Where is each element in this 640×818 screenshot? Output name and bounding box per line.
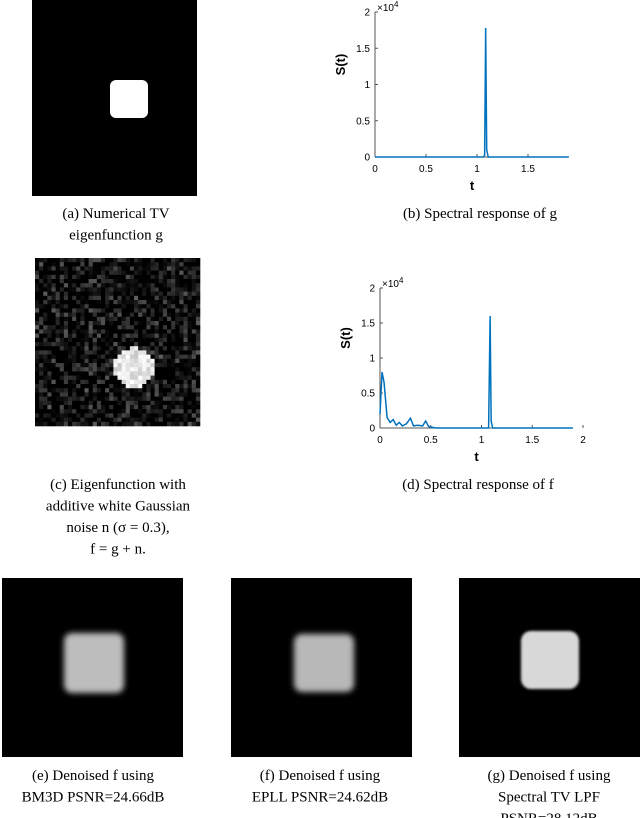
y-tick-label: 0.5 (361, 389, 375, 400)
y-scale-base: ×10 (382, 279, 399, 290)
image-f (231, 578, 412, 757)
y-tick-label: 2 (364, 8, 370, 19)
caption-line: BM3D PSNR=24.66dB (22, 790, 165, 806)
caption-line: additive white Gaussian (46, 499, 191, 515)
x-tick-label: 0.5 (419, 164, 433, 175)
y-scale-exponent: 4 (399, 276, 404, 285)
caption-line: (c) Eigenfunction with (50, 477, 186, 493)
x-tick-label: 0.5 (424, 435, 438, 446)
caption-line: (g) Denoised f using (488, 768, 611, 784)
y-scale-base: ×10 (377, 3, 394, 14)
x-tick-label: 1 (479, 435, 485, 446)
caption-line: (a) Numerical TV (62, 206, 169, 222)
y-axis-label: S(t) (333, 54, 348, 76)
image-a (32, 0, 197, 196)
caption-line: (b) Spectral response of g (403, 206, 558, 222)
x-tick-label: 1.5 (521, 164, 535, 175)
caption-line: (d) Spectral response of f (402, 477, 554, 493)
x-axis-label: t (474, 449, 479, 464)
caption-line: eigenfunction g (69, 228, 163, 244)
line-series (379, 315, 573, 429)
x-tick-label: 0 (377, 435, 383, 446)
y-tick-label: 0 (369, 424, 375, 435)
y-tick-label: 1 (369, 354, 375, 365)
x-tick-label: 2 (580, 435, 586, 446)
y-tick-label: 0 (364, 153, 370, 164)
y-scale-exponent: 4 (394, 0, 399, 9)
caption-line: EPLL PSNR=24.62dB (252, 790, 388, 806)
image-g (459, 578, 640, 757)
caption-line: PSNR=28.12dB (500, 811, 597, 818)
y-tick-label: 2 (369, 284, 375, 295)
image-e (2, 578, 183, 757)
x-tick-label: 0 (372, 164, 378, 175)
caption-line: (e) Denoised f using (32, 768, 155, 784)
caption-line: (f) Denoised f using (260, 768, 381, 784)
x-axis-label: t (470, 178, 475, 193)
caption-line: Spectral TV LPF (498, 790, 600, 806)
y-axis-label: S(t) (338, 327, 353, 349)
caption-line: noise n (σ = 0.3), (66, 520, 169, 536)
y-scale-label: ×104 (377, 0, 399, 14)
image-c (35, 258, 201, 427)
x-tick-label: 1 (474, 164, 480, 175)
x-tick-label: 1.5 (525, 435, 539, 446)
y-tick-label: 1.5 (361, 319, 375, 330)
line-series (375, 27, 569, 158)
caption-line: f = g + n. (90, 542, 146, 558)
y-scale-label: ×104 (382, 276, 404, 290)
y-tick-label: 1 (364, 80, 370, 91)
y-tick-label: 0.5 (356, 116, 370, 127)
y-tick-label: 1.5 (356, 44, 370, 55)
